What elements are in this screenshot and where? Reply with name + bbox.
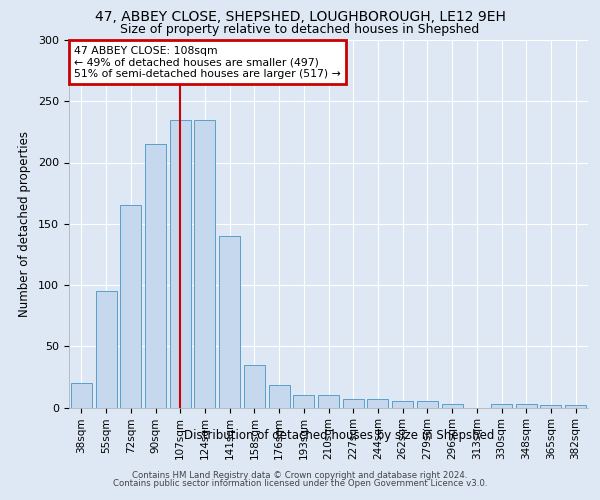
Bar [417, 402, 438, 407]
Bar [269, 386, 290, 407]
Text: Distribution of detached houses by size in Shepshed: Distribution of detached houses by size … [184, 430, 494, 442]
Text: Size of property relative to detached houses in Shepshed: Size of property relative to detached ho… [121, 22, 479, 36]
Text: Contains public sector information licensed under the Open Government Licence v3: Contains public sector information licen… [113, 478, 487, 488]
Bar [244, 364, 265, 408]
Bar [71, 383, 92, 407]
Bar [194, 120, 215, 408]
Bar [293, 395, 314, 407]
Y-axis label: Number of detached properties: Number of detached properties [18, 130, 31, 317]
Text: 47 ABBEY CLOSE: 108sqm
← 49% of detached houses are smaller (497)
51% of semi-de: 47 ABBEY CLOSE: 108sqm ← 49% of detached… [74, 46, 341, 78]
Bar [442, 404, 463, 407]
Bar [120, 206, 141, 408]
Bar [516, 404, 537, 407]
Bar [367, 399, 388, 407]
Bar [565, 405, 586, 407]
Bar [95, 291, 116, 408]
Text: Contains HM Land Registry data © Crown copyright and database right 2024.: Contains HM Land Registry data © Crown c… [132, 471, 468, 480]
Bar [343, 399, 364, 407]
Bar [318, 395, 339, 407]
Bar [541, 405, 562, 407]
Bar [392, 402, 413, 407]
Bar [491, 404, 512, 407]
Bar [170, 120, 191, 408]
Bar [219, 236, 240, 408]
Text: 47, ABBEY CLOSE, SHEPSHED, LOUGHBOROUGH, LE12 9EH: 47, ABBEY CLOSE, SHEPSHED, LOUGHBOROUGH,… [95, 10, 505, 24]
Bar [145, 144, 166, 407]
